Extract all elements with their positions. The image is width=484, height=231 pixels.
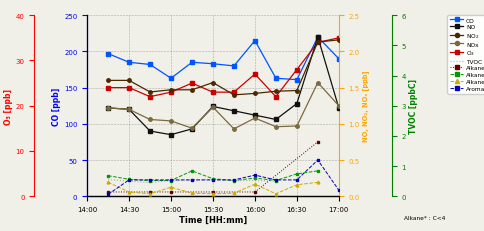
Y-axis label: TVOC [ppbC]: TVOC [ppbC] [408,79,418,134]
Y-axis label: NO, NO₂, NOₓ [ppb]: NO, NO₂, NOₓ [ppb] [363,71,369,142]
Text: Alkane* : C<4: Alkane* : C<4 [404,216,445,220]
X-axis label: Time [HH:mm]: Time [HH:mm] [179,215,247,224]
Y-axis label: CO [ppb]: CO [ppb] [52,87,61,125]
Y-axis label: O₃ [ppb]: O₃ [ppb] [4,88,13,124]
Legend: CO, NO, NO$_2$, NOx, O$_3$, TVOC, Alkane*, Alkane, Alkane, Aromatic: CO, NO, NO$_2$, NOx, O$_3$, TVOC, Alkane… [447,15,484,94]
